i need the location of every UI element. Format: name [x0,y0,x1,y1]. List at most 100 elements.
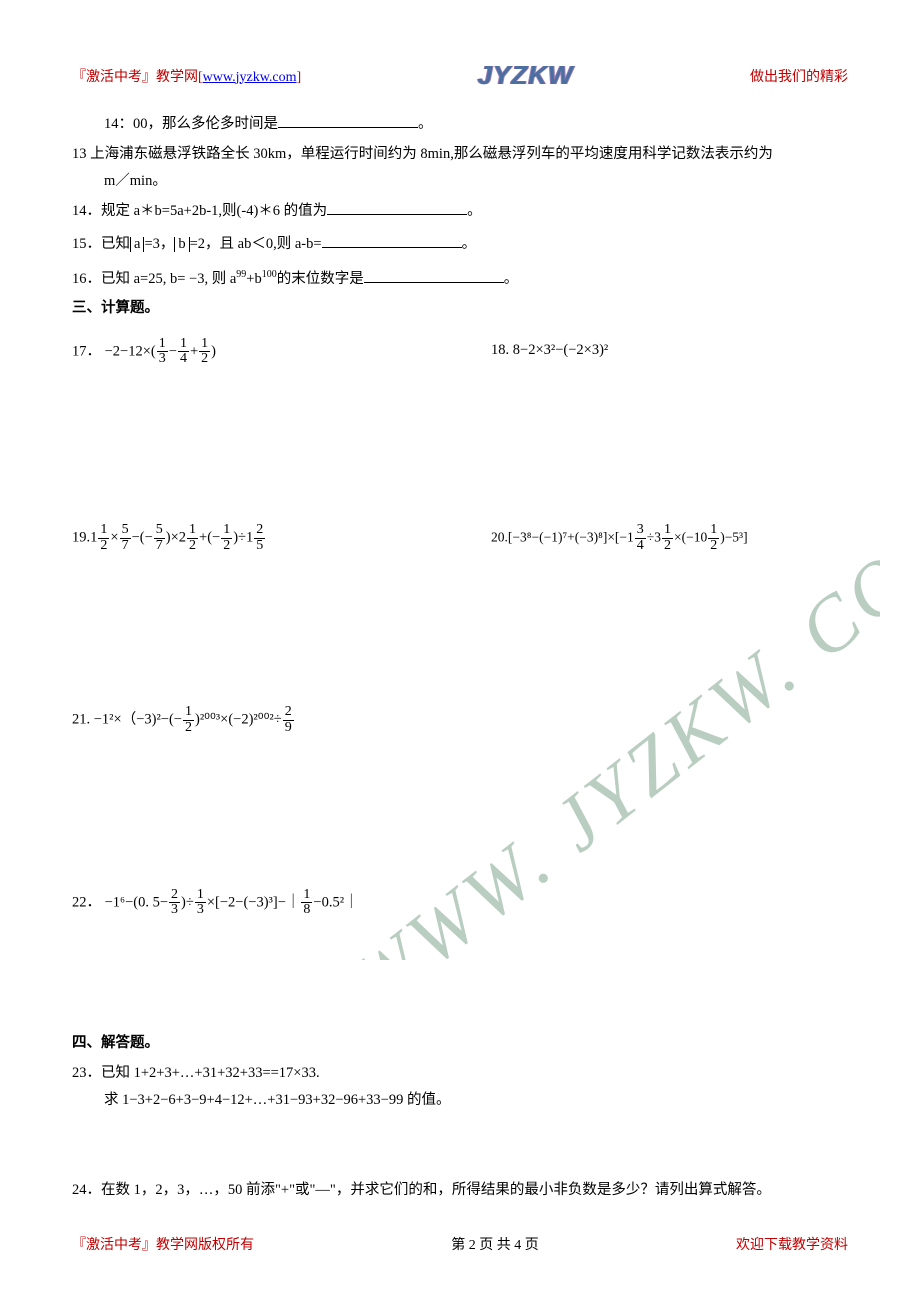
text: =3， [144,236,174,252]
q14: 14．规定 a＊b=5a+2b-1,则(-4)＊6 的值为 。 [72,198,848,226]
text: )÷1 [233,530,253,546]
header-brand: 『激活中考』教学网[www.jyzkw.com] [72,66,301,86]
text: 15．已知 [72,236,130,252]
text: 16．已知 a=25, b= −3, 则 a [72,271,236,287]
label: 19. [72,530,90,546]
text: −1⁶−(0. 5− [105,894,168,910]
spacer [72,736,848,886]
text: −2−12×( [105,343,156,359]
q23-line1: 23．已知 1+2+3+…+31+32+33==17×33. [72,1060,848,1088]
text: )−5³] [720,529,747,544]
q15: 15．已知a=3，b =2，且 ab＜0,则 a-b= 。 [72,231,848,259]
footer-page-number: 第 2 页 共 4 页 [451,1234,539,1254]
link-close: ] [297,70,302,85]
calc-row-19-20: 19.112×57−(−57)×212+(−12)÷125 20.[−3⁸−(−… [72,523,848,553]
text: ×(−10 [674,529,707,544]
text: +(− [199,530,220,546]
text: 8−2×3²−(−2×3)² [513,342,609,358]
label: 17． [72,343,101,359]
spacer [72,367,848,517]
frac: 12 [187,523,198,553]
q13-unit: m／min。 [72,168,848,196]
frac: 13 [195,888,206,918]
abs-b: b [174,237,189,252]
frac: 18 [301,888,312,918]
text: 。 [467,203,482,219]
q22: 22． −1⁶−(0. 5−23)÷13×[−2−(−3)³]−｜18−0.5²… [72,888,848,918]
abs-a: a [130,237,144,252]
logo: JYZKW [478,60,574,91]
label: 22． [72,894,101,910]
blank [322,233,462,249]
frac: 12 [708,523,719,553]
frac: 12 [183,705,194,735]
text: 1 [90,530,97,546]
text: )×2 [166,530,186,546]
text: )÷ [181,894,194,910]
q21: 21. −1²×（−3)²−(−12)²⁰⁰³×(−2)²⁰⁰²÷29 [72,705,848,735]
frac: 12 [662,523,673,553]
text: 14：00，那么多伦多时间是 [104,116,278,132]
section-3-title: 三、计算题。 [72,295,848,323]
text: )²⁰⁰³×(−2)²⁰⁰²÷ [195,712,282,728]
text: ) [211,343,216,359]
q20: 20.[−3⁸−(−1)⁷+(−3)⁸]×[−134÷312×(−1012)−5… [491,523,848,553]
section-4-title: 四、解答题。 [72,1030,848,1058]
label: 18. [491,342,513,358]
sup: 99 [236,269,246,280]
frac: 23 [169,888,180,918]
frac: 12 [98,523,109,553]
text: 13 上海浦东磁悬浮铁路全长 30km，单程运行时间约为 8min,那么磁悬浮列… [72,146,773,162]
q16: 16．已知 a=25, b= −3, 则 a99+b100的末位数字是 。 [72,265,848,293]
text: 14．规定 a＊b=5a+2b-1,则(-4)＊6 的值为 [72,203,327,219]
spacer [72,918,848,1028]
sup: 100 [262,269,277,280]
frac: 12 [199,337,210,367]
blank [278,113,418,129]
site-link[interactable]: www.jyzkw.com [203,70,297,85]
frac: 14 [178,337,189,367]
text: b [178,236,185,252]
footer-right: 欢迎下载教学资料 [736,1234,848,1254]
text: =2，且 ab＜0,则 a-b= [190,236,322,252]
spacer [72,553,848,703]
label: 21. [72,712,90,728]
text: − [169,343,177,359]
frac: 25 [254,523,265,553]
text: 。 [462,236,477,252]
page-footer: 『激活中考』教学网版权所有 第 2 页 共 4 页 欢迎下载教学资料 [72,1234,848,1254]
frac: 29 [283,705,294,735]
page: 『激活中考』教学网[www.jyzkw.com] JYZKW 做出我们的精彩 W… [0,0,920,1302]
text: [−3⁸−(−1)⁷+(−3)⁸]×[−1 [508,529,634,544]
page-header: 『激活中考』教学网[www.jyzkw.com] JYZKW 做出我们的精彩 [72,60,848,91]
text: −0.5²｜ [313,894,358,910]
footer-left: 『激活中考』教学网版权所有 [72,1234,254,1254]
frac: 34 [635,523,646,553]
blank [364,267,504,283]
q24: 24．在数 1，2，3，…，50 前添"+"或"—"，并求它们的和，所得结果的最… [72,1177,848,1205]
calc-row-17-18: 17． −2−12×(13−14+12) 18. 8−2×3²−(−2×3)² [72,337,848,367]
q17: 17． −2−12×(13−14+12) [72,337,491,367]
text: ÷3 [647,529,661,544]
text: m／min。 [104,173,167,189]
text: a [134,236,140,252]
text: + [190,343,198,359]
text: −1²×（−3)²−(− [94,712,182,728]
text: −(− [132,530,153,546]
slogan: 做出我们的精彩 [750,66,848,86]
frac: 57 [154,523,165,553]
q19: 19.112×57−(−57)×212+(−12)÷125 [72,523,491,553]
q13: 13 上海浦东磁悬浮铁路全长 30km，单程运行时间约为 8min,那么磁悬浮列… [72,141,848,169]
spacer [72,1115,848,1175]
text: ×[−2−(−3)³]−｜ [207,894,301,910]
brand-text: 『激活中考』教学网 [72,70,198,85]
frac: 13 [157,337,168,367]
text: 的末位数字是 [277,271,364,287]
frac: 12 [221,523,232,553]
q23-line2: 求 1−3+2−6+3−9+4−12+…+31−93+32−96+33−99 的… [72,1087,848,1115]
text: × [110,530,118,546]
text: +b [246,271,261,287]
q18: 18. 8−2×3²−(−2×3)² [491,337,848,367]
text: 。 [504,271,519,287]
text: 。 [418,116,433,132]
